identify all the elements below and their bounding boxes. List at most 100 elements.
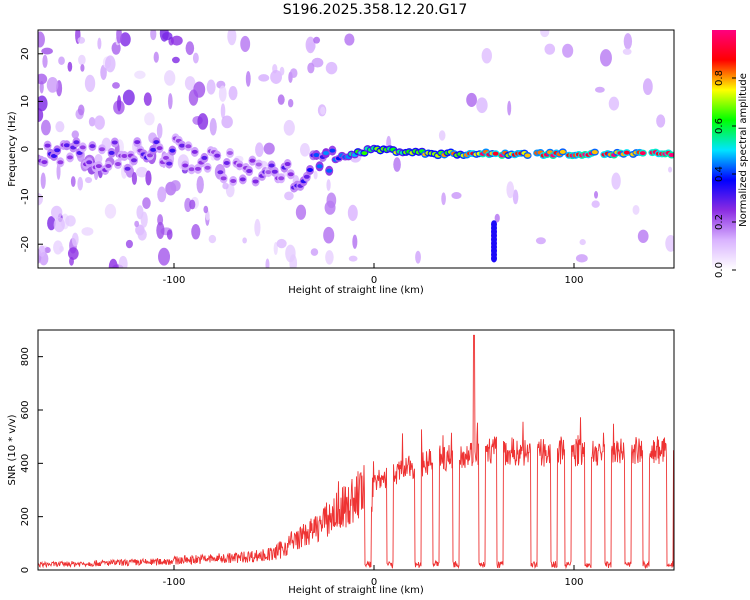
spectral-noise-blob: [325, 61, 338, 75]
spectral-noise-blob: [611, 172, 621, 190]
ridge-point: [179, 143, 185, 148]
ridge-point: [214, 153, 221, 158]
spectral-noise-blob: [228, 85, 238, 101]
ridge-point: [236, 163, 243, 168]
ridge-point: [147, 153, 153, 158]
spectral-noise-blob: [295, 204, 307, 220]
ridge-point: [201, 155, 208, 160]
ridge-point: [153, 140, 160, 145]
spectral-noise-blob: [145, 170, 152, 186]
spectral-noise-blob: [506, 181, 515, 199]
ridge-point: [329, 148, 336, 153]
spectral-noise-blob: [562, 43, 574, 58]
spectral-noise-blob: [162, 32, 173, 41]
spectrogram-xtick-label: 100: [564, 275, 583, 286]
spectral-noise-blob: [276, 238, 287, 249]
spectral-noise-blob: [323, 226, 335, 244]
spectral-noise-blob: [46, 77, 59, 93]
spectral-noise-blob: [313, 36, 321, 44]
ridge-point: [303, 174, 310, 179]
spectral-noise-blob: [88, 116, 96, 127]
ridge-point: [191, 149, 198, 154]
spectral-noise-blob: [284, 191, 294, 201]
spectral-noise-blob: [594, 190, 599, 199]
spectral-noise-blob: [56, 163, 61, 180]
snr-xlabel: Height of straight line (km): [288, 585, 424, 596]
spectral-noise-blob: [254, 218, 261, 237]
ridge-point: [86, 160, 93, 165]
spectral-noise-blob: [189, 199, 196, 210]
ridge-point: [668, 153, 674, 158]
ridge-point: [108, 150, 115, 155]
spectral-noise-blob: [80, 64, 85, 72]
spectral-noise-blob: [38, 192, 43, 206]
colorbar-tick-label: 0.6: [714, 118, 725, 134]
spectral-noise-blob: [540, 30, 550, 38]
spectral-noise-blob: [185, 41, 195, 56]
snr-ytick-label: 600: [20, 400, 31, 419]
ridge-point: [268, 163, 275, 168]
ridge-point: [227, 150, 233, 155]
spectral-noise-blob: [167, 93, 173, 110]
ridge-point: [115, 162, 121, 167]
ridge-point: [163, 155, 169, 160]
spectral-noise-blob: [623, 33, 633, 50]
spectral-noise-blob: [78, 54, 86, 66]
spectral-noise-blob: [38, 107, 44, 123]
spectral-noise-blob: [144, 112, 155, 126]
spectral-noise-blob: [50, 205, 63, 219]
spectral-spur: [491, 220, 497, 229]
colorbar-tick-label: 0.0: [714, 262, 725, 278]
spectrogram-ytick-label: 0: [20, 146, 31, 152]
ridge-point: [287, 172, 294, 177]
spectral-noise-blob: [348, 255, 358, 262]
ridge-point: [99, 147, 105, 152]
spectral-noise-blob: [94, 154, 103, 164]
spectral-noise-blob: [150, 30, 157, 41]
spectral-noise-blob: [142, 197, 151, 209]
spectral-noise-blob: [273, 242, 278, 255]
spectral-noise-blob: [208, 234, 217, 244]
spectral-noise-blob: [544, 43, 556, 55]
spectral-noise-blob: [38, 73, 48, 85]
spectral-noise-blob: [118, 255, 128, 268]
spectral-noise-blob: [77, 104, 85, 116]
spectral-noise-blob: [642, 78, 653, 96]
ridge-point: [230, 178, 237, 183]
spectrogram-xtick-label: -100: [163, 275, 186, 286]
ridge-point: [57, 160, 64, 165]
spectral-noise-blob: [131, 172, 137, 185]
ridge-point: [131, 158, 137, 163]
spectral-noise-blob: [100, 64, 107, 81]
spectral-noise-blob: [320, 106, 326, 115]
spectral-noise-blob: [287, 98, 294, 108]
snr-series-line: [38, 334, 674, 570]
spectral-noise-blob: [71, 232, 79, 247]
spectral-noise-blob: [326, 179, 331, 192]
ridge-point: [134, 140, 141, 145]
spectral-noise-blob: [193, 81, 206, 98]
spectral-noise-blob: [156, 123, 163, 139]
spectral-noise-blob: [656, 114, 666, 128]
spectrogram-marks: [38, 30, 674, 268]
ridge-point: [188, 167, 195, 172]
spectral-noise-blob: [668, 166, 673, 173]
spectral-noise-blob: [438, 130, 446, 141]
spectral-noise-blob: [326, 192, 337, 209]
spectral-noise-blob: [242, 237, 247, 244]
spectrogram-xlabel: Height of straight line (km): [288, 285, 424, 296]
spectral-noise-blob: [632, 204, 640, 215]
ridge-point: [639, 151, 646, 156]
snr-ticks: -100 0 100 0 200 400 600 800: [20, 347, 584, 588]
ridge-point: [95, 164, 102, 169]
spectral-noise-blob: [344, 33, 355, 46]
ridge-point: [239, 177, 246, 182]
ridge-point: [41, 160, 48, 165]
spectral-noise-blob: [415, 250, 421, 264]
spectral-noise-blob: [575, 254, 588, 263]
spectral-noise-blob: [218, 85, 227, 102]
spectral-noise-blob: [665, 235, 674, 252]
ridge-point: [79, 145, 86, 150]
